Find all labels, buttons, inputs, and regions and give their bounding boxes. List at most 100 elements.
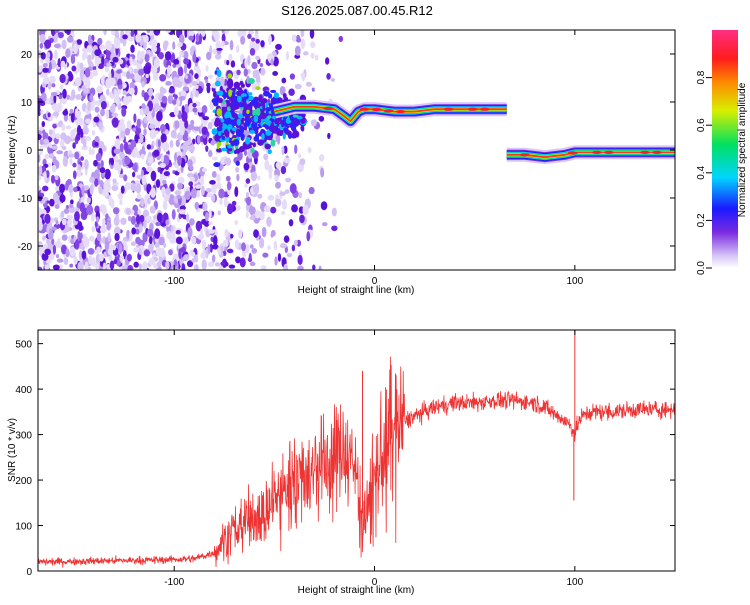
spectral-peak (395, 110, 406, 114)
spectral-speckle (201, 167, 208, 173)
spectral-speckle (281, 199, 288, 210)
spectral-speckle (174, 164, 180, 169)
spectral-speckle (89, 176, 95, 183)
spectral-speckle (216, 69, 222, 78)
spectral-speckle (226, 106, 231, 112)
spectral-speckle (132, 165, 138, 171)
spectral-speckle (267, 149, 272, 155)
spectral-speckle (51, 238, 55, 246)
spectral-speckle (217, 97, 223, 104)
spectral-speckle (59, 99, 65, 104)
spectral-speckle (165, 219, 170, 226)
spectral-speckle (225, 130, 230, 138)
spectral-speckle (63, 208, 70, 214)
spectral-speckle (235, 166, 240, 173)
spectral-speckle (87, 100, 91, 112)
top-x-axis-label: Height of straight line (km) (298, 285, 415, 296)
x-tick-label: 100 (566, 276, 583, 287)
spectral-speckle (241, 117, 245, 122)
spectral-speckle (275, 43, 282, 50)
spectral-speckle (149, 205, 156, 214)
spectral-speckle (181, 111, 188, 122)
spectral-speckle (288, 133, 292, 139)
spectral-speckle (153, 30, 161, 36)
spectral-speckle (98, 121, 103, 130)
spectral-speckle (206, 192, 213, 198)
heatmap-panel (38, 30, 675, 270)
spectral-speckle (104, 66, 110, 73)
spectral-speckle (231, 112, 238, 119)
spectral-speckle (191, 258, 196, 263)
spectral-speckle (68, 203, 74, 209)
spectral-speckle (148, 123, 156, 129)
spectral-speckle (67, 36, 74, 43)
spectral-speckle (192, 102, 197, 108)
spectral-speckle (69, 199, 74, 205)
spectral-speckle (283, 127, 288, 132)
spectral-speckle (318, 154, 325, 162)
spectral-speckle (120, 129, 126, 139)
spectral-speckle (249, 129, 256, 134)
spectral-speckle (175, 229, 181, 235)
spectral-speckle (175, 139, 180, 148)
spectral-speckle (201, 259, 207, 270)
spectral-speckle (60, 60, 66, 68)
bottom-x-axis-label: Height of straight line (km) (298, 585, 415, 596)
spectral-speckle (113, 37, 121, 49)
spectral-speckle (236, 173, 240, 182)
spectral-speckle (89, 184, 94, 195)
spectral-speckle (207, 121, 213, 130)
x-tick-label: 100 (566, 577, 583, 588)
spectral-speckle (114, 233, 120, 242)
colorbar-tick-label: 0.8 (696, 70, 707, 84)
spectral-speckle (255, 133, 260, 140)
spectral-speckle (270, 232, 274, 238)
spectral-speckle (181, 150, 187, 157)
spectral-speckle (285, 177, 292, 183)
spectral-speckle (226, 181, 232, 191)
spectral-speckle (178, 95, 186, 101)
spectral-speckle (117, 58, 124, 65)
spectral-speckle (270, 139, 276, 147)
spectral-peak (591, 150, 602, 154)
spectral-speckle (127, 30, 132, 38)
spectral-speckle (113, 226, 121, 236)
spectral-speckle (211, 182, 217, 194)
spectral-speckle (143, 91, 149, 102)
spectral-speckle (144, 53, 150, 63)
spectral-speckle (74, 211, 80, 222)
spectral-speckle (108, 254, 113, 262)
spectral-speckle (114, 30, 119, 37)
spectral-speckle (160, 133, 167, 144)
spectral-speckle (270, 89, 277, 93)
spectral-speckle (103, 181, 109, 192)
spectral-speckle (97, 162, 101, 171)
spectral-speckle (38, 66, 43, 73)
spectral-speckle (70, 54, 76, 65)
spectral-speckle (197, 233, 205, 240)
spectral-speckle (211, 128, 218, 135)
spectral-speckle (88, 255, 93, 265)
spectral-speckle (288, 88, 295, 96)
spectral-speckle (69, 95, 75, 101)
spectral-speckle (191, 80, 198, 87)
spectral-speckle (133, 261, 139, 268)
spectral-speckle (184, 119, 189, 129)
spectral-speckle (200, 252, 207, 260)
spectral-speckle (72, 162, 77, 168)
spectral-speckle (265, 130, 272, 136)
spectral-speckle (298, 191, 302, 199)
spectral-speckle (102, 262, 106, 270)
spectral-speckle (79, 232, 83, 240)
spectral-speckle (195, 33, 200, 43)
spectral-speckle (99, 225, 107, 234)
spectral-speckle (49, 94, 55, 104)
spectral-speckle (46, 225, 50, 235)
spectral-speckle (130, 183, 137, 191)
spectral-speckle (139, 214, 145, 223)
spectral-speckle (82, 139, 87, 148)
spectral-speckle (177, 66, 184, 77)
spectral-speckle (142, 34, 149, 43)
spectral-speckle (243, 149, 248, 156)
spectral-speckle (218, 188, 225, 199)
